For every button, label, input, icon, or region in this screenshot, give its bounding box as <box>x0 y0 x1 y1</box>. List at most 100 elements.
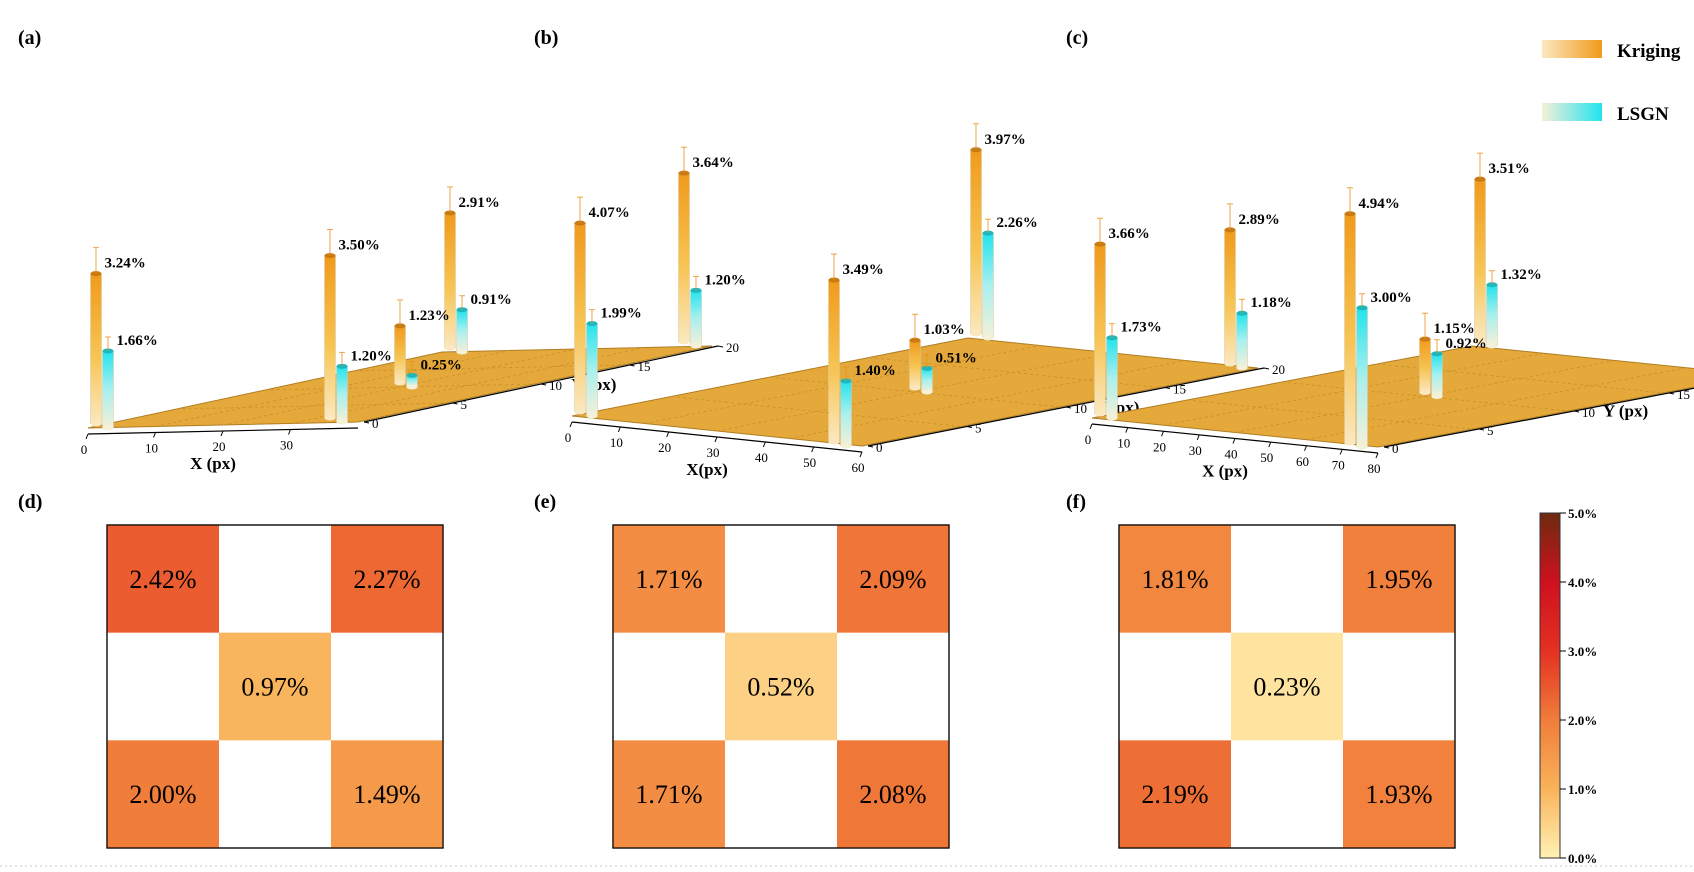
panel-label-c: (c) <box>1066 27 1088 49</box>
lsgn-bar-base <box>1236 365 1248 371</box>
x-tick-label: 0 <box>565 430 572 445</box>
lsgn-bar <box>1486 284 1498 347</box>
kriging-bar-base <box>324 415 336 421</box>
y-tick <box>1065 406 1072 409</box>
y-tick-label: 0 <box>1392 441 1399 456</box>
lsgn-value-label: 1.73% <box>1121 320 1162 336</box>
lsgn-value-label: 0.51% <box>936 350 977 366</box>
x-tick-label: 30 <box>1189 443 1202 458</box>
x-tick-label: 80 <box>1368 461 1381 476</box>
lsgn-bar <box>586 323 598 417</box>
kriging-value-label: 4.07% <box>589 205 630 221</box>
kriging-value-label: 3.97% <box>985 132 1026 148</box>
y-axis-label: Y (px) <box>1603 402 1648 421</box>
lsgn-bar-base <box>690 343 702 349</box>
kriging-bar-base <box>444 345 456 351</box>
x-tick <box>666 431 670 438</box>
x-tick <box>714 436 718 443</box>
colorbar-gradient <box>1539 512 1561 859</box>
panel-label-b: (b) <box>534 27 558 49</box>
colorbar-tick-label: 1.0% <box>1568 782 1597 797</box>
lsgn-value-label: 0.91% <box>471 292 512 308</box>
heatmap-cell-label: 2.00% <box>129 780 196 809</box>
x-tick <box>859 451 863 458</box>
kriging-bar-base <box>678 339 690 345</box>
floor-grid-line <box>670 396 962 427</box>
heatmap-cell-label: 2.08% <box>859 780 926 809</box>
y-tick <box>966 426 973 428</box>
x-tick <box>1375 452 1379 459</box>
y-tick <box>540 383 547 386</box>
kriging-bar-base <box>1224 361 1236 367</box>
kriging-value-label: 3.66% <box>1109 226 1150 242</box>
heatmap-panel-e: 1.71% 2.09% 0.52% 1.71% 2.08% <box>612 524 950 849</box>
kriging-bar-base <box>574 409 586 415</box>
x-tick <box>762 441 766 448</box>
x-tick-label: 30 <box>707 445 720 460</box>
y-tick <box>1383 446 1390 449</box>
kriging-value-label: 2.91% <box>459 195 500 211</box>
kriging-value-label: 1.15% <box>1434 321 1475 337</box>
heatmap-cell-label: 2.27% <box>353 565 420 594</box>
colorbar-tick-label: 0.0% <box>1568 851 1597 866</box>
y-tick <box>867 445 874 448</box>
lsgn-bar <box>1431 353 1443 397</box>
x-tick-label: 50 <box>803 455 816 470</box>
y-tick <box>1164 387 1171 389</box>
heatmap-cell-label: 1.49% <box>353 780 420 809</box>
panel-label-a: (a) <box>18 27 41 49</box>
floor-grid-line <box>716 352 1114 432</box>
kriging-value-label: 3.64% <box>693 155 734 171</box>
x-tick-label: 0 <box>81 442 88 457</box>
heatmap-cell-label: 2.19% <box>1141 780 1208 809</box>
x-tick-label: 40 <box>1225 447 1238 462</box>
kriging-bar <box>324 255 336 419</box>
y-tick-label: 0 <box>876 440 883 455</box>
floor-grid-line <box>769 376 1061 408</box>
lsgn-bar <box>336 366 348 423</box>
kriging-bar <box>394 325 406 384</box>
y-tick <box>1478 428 1485 431</box>
x-axis-label: X (px) <box>190 454 236 473</box>
colorbar-tick-label: 2.0% <box>1568 713 1597 728</box>
lsgn-value-label: 1.20% <box>351 348 392 364</box>
legend-label-kriging: Kriging <box>1617 41 1681 62</box>
lsgn-bar <box>1356 307 1368 448</box>
x-tick <box>1125 427 1129 433</box>
y-tick-label: 20 <box>726 340 739 355</box>
y-tick <box>452 402 458 405</box>
y-tick-label: 5 <box>1487 423 1494 438</box>
kriging-value-label: 1.23% <box>409 308 450 324</box>
lsgn-bar <box>102 350 114 429</box>
lsgn-value-label: 3.00% <box>1371 290 1412 306</box>
lsgn-value-label: 1.66% <box>117 333 158 349</box>
kriging-bar <box>909 339 921 389</box>
y-tick-label: 10 <box>1074 401 1087 416</box>
heatmap-cell-label: 0.52% <box>747 673 814 702</box>
lsgn-bar-base <box>586 413 598 419</box>
floor-grid-line <box>1306 367 1687 441</box>
colorbar: 0.0% 1.0% 2.0% 3.0% 4.0% 5.0% <box>1539 506 1597 866</box>
x-tick <box>617 426 621 433</box>
x-axis-label: X(px) <box>686 460 728 479</box>
y-tick <box>1668 392 1675 395</box>
kriging-value-label: 3.24% <box>105 256 146 272</box>
lsgn-value-label: 1.99% <box>601 306 642 322</box>
y-tick-label: 5 <box>975 421 982 436</box>
x-tick-label: 30 <box>280 438 293 453</box>
lsgn-bar-base <box>102 425 114 431</box>
x-tick <box>220 430 224 437</box>
kriging-bar-base <box>1474 339 1486 345</box>
kriging-bar-base <box>1419 390 1431 395</box>
legend-swatch-kriging <box>1542 40 1602 58</box>
floor-grid-line <box>789 360 1186 439</box>
lsgn-value-label: 0.92% <box>1446 336 1487 352</box>
kriging-bar <box>1419 338 1431 393</box>
floor-grid-line <box>1234 360 1616 433</box>
heatmap-cell <box>1231 632 1343 741</box>
x-tick <box>1304 445 1307 451</box>
lsgn-bar-base <box>1106 415 1118 421</box>
heatmap-cell <box>331 525 443 633</box>
x-tick <box>811 446 815 453</box>
